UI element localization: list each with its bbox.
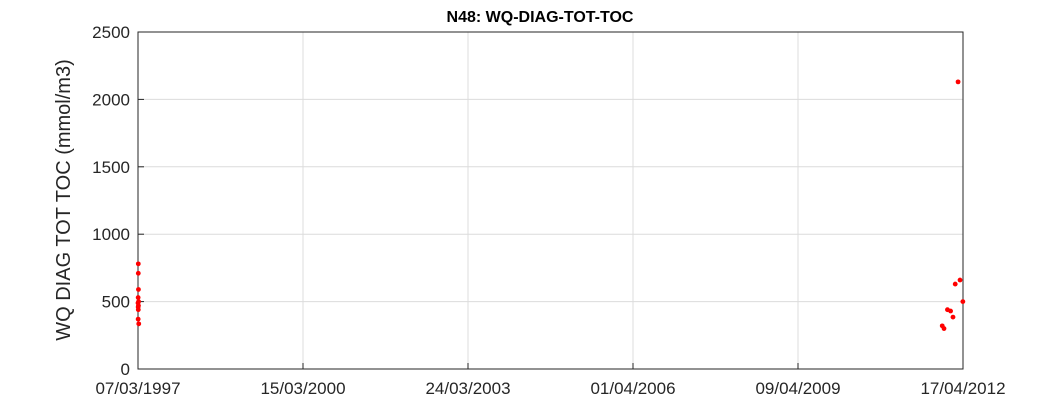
x-tick-label: 17/04/2012 xyxy=(920,379,1005,398)
x-tick-label: 09/04/2009 xyxy=(755,379,840,398)
data-point xyxy=(955,79,961,85)
y-tick-label: 0 xyxy=(121,360,130,379)
data-point xyxy=(941,326,947,331)
data-point xyxy=(135,270,141,276)
data-points xyxy=(135,79,966,331)
y-tick-label: 1500 xyxy=(92,158,130,177)
tick-layer: 07/03/1997 15/03/2000 24/03/2003 01/04/2006… xyxy=(92,23,1005,398)
y-tick-label: 2500 xyxy=(92,23,130,42)
x-tick-label: 24/03/2003 xyxy=(425,379,510,398)
chart-title: N48: WQ-DIAG-TOT-TOC xyxy=(447,9,634,26)
y-tick-label: 1000 xyxy=(92,225,130,244)
data-point xyxy=(136,287,141,292)
data-point xyxy=(960,299,966,304)
data-point xyxy=(136,321,142,327)
x-tick-label: 07/03/1997 xyxy=(95,379,180,398)
data-point xyxy=(957,277,963,283)
y-axis-label: WQ DIAG TOT TOC (mmol/m3) xyxy=(53,59,75,341)
data-point xyxy=(948,308,953,314)
x-tick-label: 15/03/2000 xyxy=(260,379,345,398)
y-tick-label: 2000 xyxy=(92,90,130,109)
x-tick-label: 01/04/2006 xyxy=(590,379,675,398)
data-point xyxy=(135,261,141,267)
y-tick-label: 500 xyxy=(102,293,130,312)
data-point xyxy=(950,314,956,320)
data-point xyxy=(135,307,141,313)
grid-layer xyxy=(138,32,963,369)
data-point xyxy=(135,316,141,322)
data-point xyxy=(135,295,141,300)
plot-frame xyxy=(137,31,964,370)
data-point xyxy=(952,281,958,287)
